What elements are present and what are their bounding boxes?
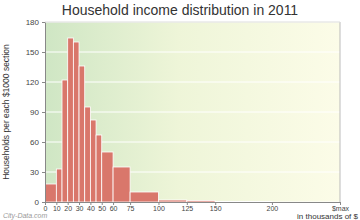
y-tick-label: 0 xyxy=(35,198,40,207)
bar xyxy=(62,80,68,202)
bar xyxy=(68,38,74,202)
x-axis-title: in thousands of $ xyxy=(297,212,358,220)
x-tick-label: 125 xyxy=(181,205,193,212)
bar xyxy=(96,135,102,202)
y-axis-title: Households per each $1000 section xyxy=(1,44,11,180)
bar xyxy=(90,120,96,202)
grid-line xyxy=(45,22,340,23)
y-tick-mark xyxy=(42,202,45,203)
bar xyxy=(130,192,158,202)
x-tick-label: 200 xyxy=(267,205,279,212)
x-tick-label: 30 xyxy=(76,205,84,212)
x-tick: 60 xyxy=(110,202,118,212)
bar xyxy=(79,66,85,202)
y-tick-mark xyxy=(42,82,45,83)
y-tick-label: 30 xyxy=(30,168,39,177)
y-tick: 90 xyxy=(30,108,45,117)
bar xyxy=(102,152,113,202)
frame xyxy=(45,22,340,23)
x-tick: 40 xyxy=(87,202,95,212)
y-tick: 60 xyxy=(30,138,45,147)
frame xyxy=(340,22,341,202)
grid xyxy=(45,22,340,202)
x-tick: 100 xyxy=(153,202,165,212)
title: Household income distribution in 2011 xyxy=(62,2,299,18)
x-tick-label: 60 xyxy=(110,205,118,212)
grid-line xyxy=(45,82,340,83)
y-axis: 0 30 60 90 120 150 180 xyxy=(26,18,46,207)
y-tick-mark xyxy=(42,52,45,53)
chart: 0306090120150180010203040506075100125150… xyxy=(0,0,360,220)
x-tick-label: 50 xyxy=(98,205,106,212)
y-tick-label: 120 xyxy=(26,78,40,87)
x-tick-label: 150 xyxy=(210,205,222,212)
x-tick: 125 xyxy=(181,202,193,212)
y-tick-label: 60 xyxy=(30,138,39,147)
y-tick-mark xyxy=(42,172,45,173)
y-tick-mark xyxy=(42,142,45,143)
plot-background xyxy=(45,22,340,202)
bar xyxy=(215,201,272,202)
bar xyxy=(73,42,79,202)
x-tick: 200 xyxy=(267,202,279,212)
y-tick: 30 xyxy=(30,168,45,177)
y-tick-label: 180 xyxy=(26,18,40,27)
watermark: City-Data.com xyxy=(3,212,48,220)
x-tick: 0 xyxy=(44,202,48,212)
x-tick: 30 xyxy=(76,202,84,212)
grid-line xyxy=(45,52,340,53)
plot: 0306090120150180010203040506075100125150… xyxy=(26,18,350,212)
bars xyxy=(45,38,272,202)
x-tick-label: $max xyxy=(332,205,350,212)
x-tick-label: 100 xyxy=(153,205,165,212)
x-tick: 20 xyxy=(64,202,72,212)
x-tick: $max xyxy=(332,202,350,212)
y-tick-label: 150 xyxy=(26,48,40,57)
x-tick-label: 10 xyxy=(53,205,61,212)
bar xyxy=(45,184,56,202)
x-tick-label: 75 xyxy=(127,205,135,212)
y-tick: 150 xyxy=(26,48,45,57)
x-tick: 75 xyxy=(127,202,135,212)
x-tick-label: 40 xyxy=(87,205,95,212)
y-tick: 120 xyxy=(26,78,45,87)
bar xyxy=(158,200,186,202)
y-axis-line xyxy=(42,23,46,203)
x-tick: 150 xyxy=(210,202,222,212)
bar xyxy=(113,167,130,202)
x-tick-label: 20 xyxy=(64,205,72,212)
bar xyxy=(85,107,91,202)
y-tick-mark xyxy=(42,112,45,113)
x-tick: 10 xyxy=(53,202,61,212)
x-tick: 50 xyxy=(98,202,106,212)
bar xyxy=(187,201,215,203)
x-axis: 0 1020 304050 60 75 100 125 150 200 $max xyxy=(44,202,350,212)
y-tick: 180 xyxy=(26,18,45,27)
x-tick-label: 0 xyxy=(44,205,48,212)
bar xyxy=(56,169,62,202)
y-tick-mark xyxy=(42,22,45,23)
y-tick-label: 90 xyxy=(30,108,39,117)
